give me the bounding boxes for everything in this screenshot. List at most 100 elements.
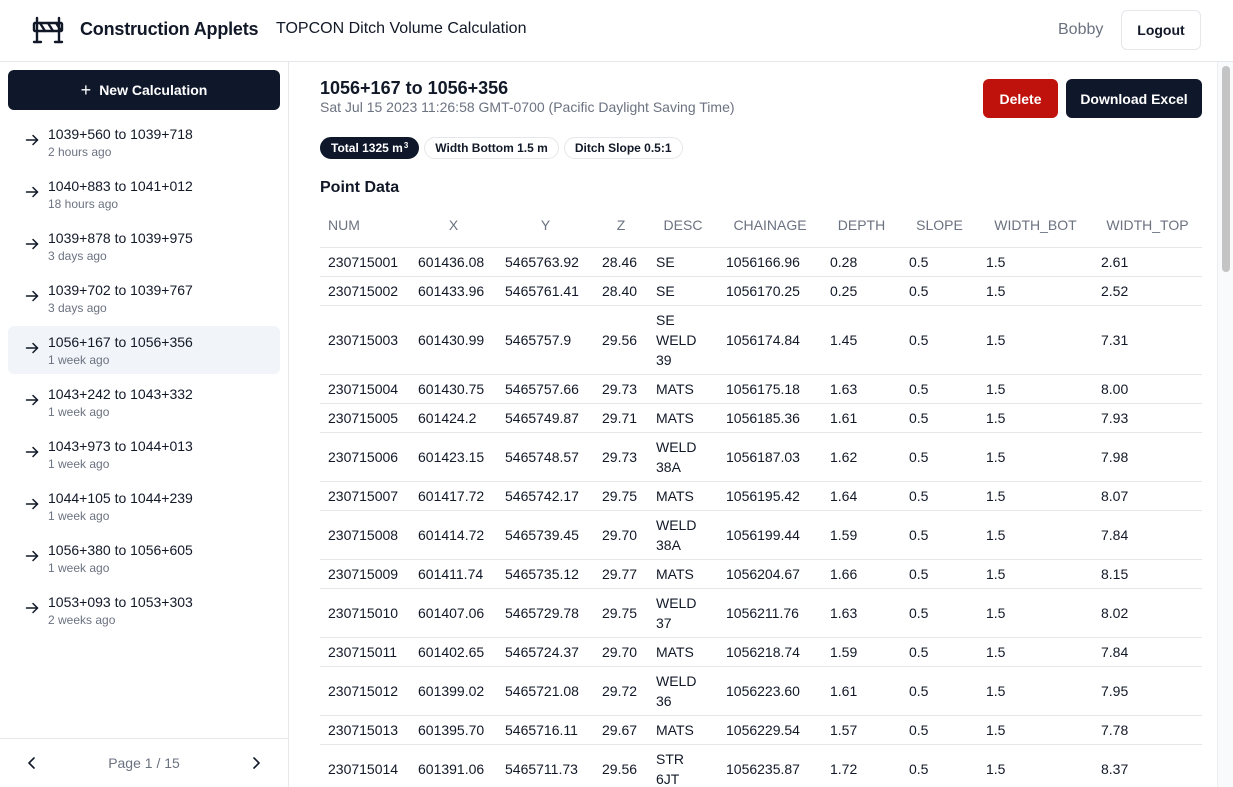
table-cell-depth: 1.62 (822, 432, 901, 482)
table-cell-width-bot: 1.5 (978, 559, 1093, 589)
table-cell-x: 601391.06 (410, 744, 497, 787)
table-cell-slope: 0.5 (901, 374, 978, 404)
table-cell-width-bot: 1.5 (978, 374, 1093, 404)
table-cell-chainage: 1056174.84 (718, 305, 822, 375)
column-header-desc: DESC (648, 203, 718, 248)
table-cell-y: 5465742.17 (497, 481, 594, 511)
calculation-time-label: 1 week ago (48, 561, 110, 575)
arrow-right-icon (25, 498, 39, 510)
table-cell-x: 601417.72 (410, 481, 497, 511)
table-row: 230715013 601395.70 5465716.11 29.67 MATS 105… (320, 715, 1202, 745)
calculation-list-item[interactable]: 1056+167 to 1056+356 1 week ago (8, 326, 280, 374)
user-name: Bobby (1058, 21, 1104, 38)
table-cell-depth: 1.66 (822, 559, 901, 589)
table-cell-width-bot: 1.5 (978, 637, 1093, 667)
calculation-title-label: 1043+973 to 1044+013 (48, 438, 193, 454)
table-cell-chainage: 1056235.87 (718, 744, 822, 787)
scroll-thumb[interactable] (1222, 66, 1230, 272)
calculation-list-item[interactable]: 1056+380 to 1056+605 1 week ago (8, 534, 280, 582)
table-cell-desc: MATS (648, 715, 718, 745)
calculation-title-label: 1044+105 to 1044+239 (48, 490, 193, 506)
app-name: Construction Applets (80, 19, 259, 39)
table-cell-slope: 0.5 (901, 432, 978, 482)
table-cell-num: 230715008 (320, 510, 410, 560)
calculation-list-item[interactable]: 1053+093 to 1053+303 2 weeks ago (8, 586, 280, 634)
calculation-title-label: 1040+883 to 1041+012 (48, 178, 193, 194)
column-header-y: Y (497, 203, 594, 248)
logout-button[interactable]: Logout (1121, 10, 1201, 50)
table-cell-width-top: 8.00 (1093, 374, 1202, 404)
table-cell-width-bot: 1.5 (978, 666, 1093, 716)
table-cell-num: 230715010 (320, 588, 410, 638)
download-excel-button[interactable]: Download Excel (1066, 79, 1202, 118)
calculation-title-label: 1039+702 to 1039+767 (48, 282, 193, 298)
table-cell-z: 29.75 (594, 588, 648, 638)
table-row: 230715014 601391.06 5465711.73 29.56 STR 6JT… (320, 744, 1202, 787)
table-cell-y: 5465711.73 (497, 744, 594, 787)
sidebar: + New Calculation 1039+560 to 1039+718 2 … (0, 62, 289, 787)
table-cell-chainage: 1056187.03 (718, 432, 822, 482)
column-header-num: NUM (320, 203, 410, 248)
calculation-time-label: 3 days ago (48, 301, 107, 315)
calculation-list-item[interactable]: 1043+973 to 1044+013 1 week ago (8, 430, 280, 478)
calculation-list-item[interactable]: 1039+878 to 1039+975 3 days ago (8, 222, 280, 270)
table-cell-desc: MATS (648, 637, 718, 667)
arrow-right-icon (25, 394, 39, 406)
calculation-title-label: 1043+242 to 1043+332 (48, 386, 193, 402)
table-cell-chainage: 1056229.54 (718, 715, 822, 745)
table-cell-x: 601407.06 (410, 588, 497, 638)
table-cell-y: 5465757.66 (497, 374, 594, 404)
arrow-right-icon (25, 238, 39, 250)
table-cell-depth: 0.28 (822, 247, 901, 277)
arrow-right-icon (25, 602, 39, 614)
calculation-time-label: 1 week ago (48, 509, 110, 523)
calculation-title-label: 1039+878 to 1039+975 (48, 230, 193, 246)
table-cell-desc: WELD 38A (648, 432, 718, 482)
table-cell-num: 230715005 (320, 403, 410, 433)
table-cell-width-bot: 1.5 (978, 588, 1093, 638)
table-cell-num: 230715001 (320, 247, 410, 277)
main-scrollbar[interactable] (1217, 62, 1233, 787)
new-calculation-button[interactable]: + New Calculation (8, 70, 280, 110)
table-cell-depth: 1.59 (822, 510, 901, 560)
calculation-time-label: 1 week ago (48, 457, 110, 471)
delete-button[interactable]: Delete (983, 79, 1058, 118)
calculation-title-label: 1039+560 to 1039+718 (48, 126, 193, 142)
table-cell-slope: 0.5 (901, 666, 978, 716)
table-cell-slope: 0.5 (901, 637, 978, 667)
column-header-width-bot: WIDTH_BOT (978, 203, 1093, 248)
table-cell-width-bot: 1.5 (978, 744, 1093, 787)
calculation-list-item[interactable]: 1039+702 to 1039+767 3 days ago (8, 274, 280, 322)
chevron-right-icon[interactable] (248, 755, 264, 771)
new-calculation-label: New Calculation (99, 82, 208, 98)
calculation-title-label: 1056+380 to 1056+605 (48, 542, 193, 558)
table-cell-desc: WELD 37 (648, 588, 718, 638)
calculation-list-item[interactable]: 1044+105 to 1044+239 1 week ago (8, 482, 280, 530)
table-cell-num: 230715013 (320, 715, 410, 745)
table-cell-y: 5465749.87 (497, 403, 594, 433)
table-row: 230715009 601411.74 5465735.12 29.77 MATS 105… (320, 559, 1202, 589)
table-cell-y: 5465729.78 (497, 588, 594, 638)
chevron-left-icon[interactable] (24, 755, 40, 771)
table-cell-y: 5465763.92 (497, 247, 594, 277)
table-cell-width-top: 8.02 (1093, 588, 1202, 638)
table-cell-depth: 1.61 (822, 666, 901, 716)
table-row: 230715007 601417.72 5465742.17 29.75 MATS 105… (320, 481, 1202, 511)
width-bottom-badge: Width Bottom 1.5 m (424, 137, 559, 159)
calculation-list-item[interactable]: 1040+883 to 1041+012 18 hours ago (8, 170, 280, 218)
table-cell-num: 230715011 (320, 637, 410, 667)
calculation-time-label: 2 weeks ago (48, 613, 116, 627)
main-content: 1056+167 to 1056+356 Sat Jul 15 2023 11:… (304, 62, 1217, 787)
table-cell-z: 28.46 (594, 247, 648, 277)
calculation-list-item[interactable]: 1039+560 to 1039+718 2 hours ago (8, 118, 280, 166)
table-cell-num: 230715009 (320, 559, 410, 589)
table-cell-chainage: 1056204.67 (718, 559, 822, 589)
table-row: 230715003 601430.99 5465757.9 29.56 SE WELD … (320, 305, 1202, 375)
table-cell-chainage: 1056211.76 (718, 588, 822, 638)
table-cell-desc: WELD 38A (648, 510, 718, 560)
calculation-list-item[interactable]: 1043+242 to 1043+332 1 week ago (8, 378, 280, 426)
table-cell-y: 5465757.9 (497, 305, 594, 375)
column-header-slope: SLOPE (901, 203, 978, 248)
table-cell-slope: 0.5 (901, 276, 978, 306)
arrow-right-icon (25, 342, 39, 354)
